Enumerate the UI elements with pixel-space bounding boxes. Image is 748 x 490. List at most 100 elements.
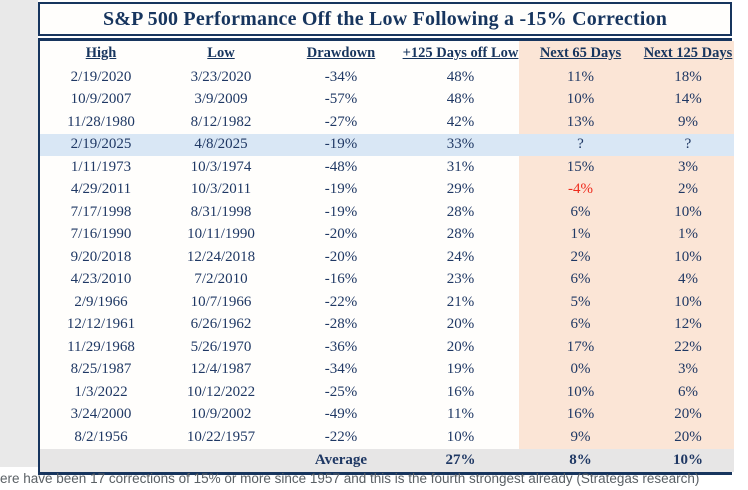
cell-next-125-days: 18% bbox=[642, 66, 734, 89]
table-row: 1/3/2022 10/12/2022 -25% 16% 10% 6% bbox=[40, 381, 734, 404]
cell-125-days-off-low: 11% bbox=[447, 406, 474, 423]
cell-high: 2/19/2020 bbox=[70, 68, 132, 85]
cell-next-125-days: ? bbox=[642, 133, 734, 156]
cell-125-days-off-low: 10% bbox=[446, 428, 475, 445]
cell-high: 7/16/1990 bbox=[70, 226, 132, 243]
cell-low: 8/12/1982 bbox=[190, 113, 252, 130]
cell-drawdown: -27% bbox=[324, 113, 358, 130]
cell-next-65-days: 11% bbox=[519, 66, 642, 89]
table-row: 9/20/2018 12/24/2018 -20% 24% 2% 10% bbox=[40, 246, 734, 269]
cell-low: 10/9/2002 bbox=[190, 406, 252, 423]
cell-next-65-days: 5% bbox=[519, 291, 642, 314]
cell-low: 3/9/2009 bbox=[194, 91, 248, 108]
table-row: 11/28/1980 8/12/1982 -27% 42% 13% 9% bbox=[40, 111, 734, 134]
column-header-drawdown: Drawdown bbox=[306, 45, 376, 61]
cell-next-125-days: 6% bbox=[642, 381, 734, 404]
cell-next-65-days: 0% bbox=[519, 358, 642, 381]
cell-next-125-days: 9% bbox=[642, 111, 734, 134]
cell-drawdown: -34% bbox=[324, 68, 358, 85]
cell-next-125-days: 3% bbox=[642, 156, 734, 179]
average-value-next-125-days: 10% bbox=[642, 448, 734, 472]
table-row-average: Average 27% 8% 10% bbox=[40, 448, 734, 472]
cell-high: 9/20/2018 bbox=[70, 248, 132, 265]
cell-drawdown: -22% bbox=[324, 293, 358, 310]
cell-next-65-days: 10% bbox=[519, 88, 642, 111]
cell-125-days-off-low: 20% bbox=[446, 316, 475, 333]
table-card: S&P 500 Performance Off the Low Followin… bbox=[38, 2, 734, 475]
cell-drawdown: -19% bbox=[280, 133, 402, 156]
cell-high: 11/28/1980 bbox=[67, 113, 135, 130]
table-row: 7/17/1998 8/31/1998 -19% 28% 6% 10% bbox=[40, 201, 734, 224]
cell-high: 3/24/2000 bbox=[70, 406, 132, 423]
cell-drawdown: -22% bbox=[324, 428, 358, 445]
cell-low: 10/7/1966 bbox=[190, 293, 252, 310]
cell-low: 6/26/1962 bbox=[190, 316, 252, 333]
cell-125-days-off-low: 33% bbox=[402, 133, 519, 156]
cell-low: 10/22/1957 bbox=[186, 428, 256, 445]
cell-low: 3/23/2020 bbox=[190, 68, 252, 85]
cell-125-days-off-low: 16% bbox=[446, 383, 475, 400]
cell-125-days-off-low: 42% bbox=[446, 113, 475, 130]
cell-125-days-off-low: 20% bbox=[446, 338, 475, 355]
cell-high: 11/29/1968 bbox=[67, 338, 135, 355]
cell-next-65-days: 1% bbox=[519, 223, 642, 246]
column-header-next-125-days: Next 125 Days bbox=[642, 41, 734, 66]
table-row: 2/9/1966 10/7/1966 -22% 21% 5% 10% bbox=[40, 291, 734, 314]
average-value-125-days-off-low: 27% bbox=[402, 448, 519, 472]
cell-drawdown: -48% bbox=[324, 158, 358, 175]
cell-next-65-days: 6% bbox=[519, 268, 642, 291]
average-value-next-65-days: 8% bbox=[519, 448, 642, 472]
cell-high: 12/12/1961 bbox=[66, 316, 136, 333]
cell-low: 5/26/1970 bbox=[190, 338, 252, 355]
cell-next-125-days: 4% bbox=[642, 268, 734, 291]
cell-next-65-days: 6% bbox=[519, 313, 642, 336]
table-row: 3/24/2000 10/9/2002 -49% 11% 16% 20% bbox=[40, 403, 734, 426]
cell-low: 10/3/1974 bbox=[190, 158, 252, 175]
source-caption: ere have been 17 corrections of 15% or m… bbox=[0, 471, 700, 486]
cell-low: 4/8/2025 bbox=[162, 133, 280, 156]
cell-high: 2/9/1966 bbox=[74, 293, 128, 310]
cell-high: 7/17/1998 bbox=[70, 203, 132, 220]
cell-next-125-days: 10% bbox=[642, 246, 734, 269]
cell-low: 10/12/2022 bbox=[186, 383, 256, 400]
cell-next-125-days: 22% bbox=[642, 336, 734, 359]
cell-next-65-days: ? bbox=[519, 133, 642, 156]
cell-next-65-days: 6% bbox=[519, 201, 642, 224]
cell-next-125-days: 3% bbox=[642, 358, 734, 381]
table-row: 8/2/1956 10/22/1957 -22% 10% 9% 20% bbox=[40, 426, 734, 449]
cell-low: 10/3/2011 bbox=[190, 181, 252, 198]
cell-next-65-days: 16% bbox=[519, 403, 642, 426]
cell-drawdown: -16% bbox=[324, 271, 358, 288]
cell-high: 8/25/1987 bbox=[70, 361, 132, 378]
cell-drawdown: -20% bbox=[324, 226, 358, 243]
table-border-wrap: High Low Drawdown +125 Days off Low Next 65 … bbox=[38, 38, 734, 475]
column-header-next-65-days: Next 65 Days bbox=[519, 41, 642, 66]
cell-next-125-days: 14% bbox=[642, 88, 734, 111]
cell-low: 12/4/1987 bbox=[190, 361, 252, 378]
cell-125-days-off-low: 24% bbox=[446, 248, 475, 265]
table-row: 7/16/1990 10/11/1990 -20% 28% 1% 1% bbox=[40, 223, 734, 246]
cell-next-125-days: 2% bbox=[642, 178, 734, 201]
cell-high: 10/9/2007 bbox=[70, 91, 132, 108]
cell-next-65-days: 15% bbox=[519, 156, 642, 179]
cell-125-days-off-low: 23% bbox=[446, 271, 475, 288]
table-row: 2/19/2020 3/23/2020 -34% 48% 11% 18% bbox=[40, 66, 734, 89]
cell-next-125-days: 12% bbox=[642, 313, 734, 336]
table-row: 4/29/2011 10/3/2011 -19% 29% -4% 2% bbox=[40, 178, 734, 201]
cell-high: 1/11/1973 bbox=[70, 158, 132, 175]
cell-125-days-off-low: 48% bbox=[446, 68, 475, 85]
cell-next-65-days: 10% bbox=[519, 381, 642, 404]
cell-drawdown: -34% bbox=[324, 361, 358, 378]
cell-next-65-days: 9% bbox=[519, 426, 642, 449]
average-empty-cell bbox=[162, 448, 280, 472]
cell-next-125-days: 1% bbox=[642, 223, 734, 246]
cell-high: 4/23/2010 bbox=[70, 271, 132, 288]
table-row: 11/29/1968 5/26/1970 -36% 20% 17% 22% bbox=[40, 336, 734, 359]
cell-next-65-days: 2% bbox=[519, 246, 642, 269]
cell-next-65-days: 17% bbox=[519, 336, 642, 359]
cell-drawdown: -19% bbox=[324, 181, 358, 198]
cell-low: 8/31/1998 bbox=[190, 203, 252, 220]
page-title: S&P 500 Performance Off the Low Followin… bbox=[102, 7, 668, 30]
cell-125-days-off-low: 28% bbox=[446, 226, 475, 243]
cell-next-65-days: 13% bbox=[519, 111, 642, 134]
